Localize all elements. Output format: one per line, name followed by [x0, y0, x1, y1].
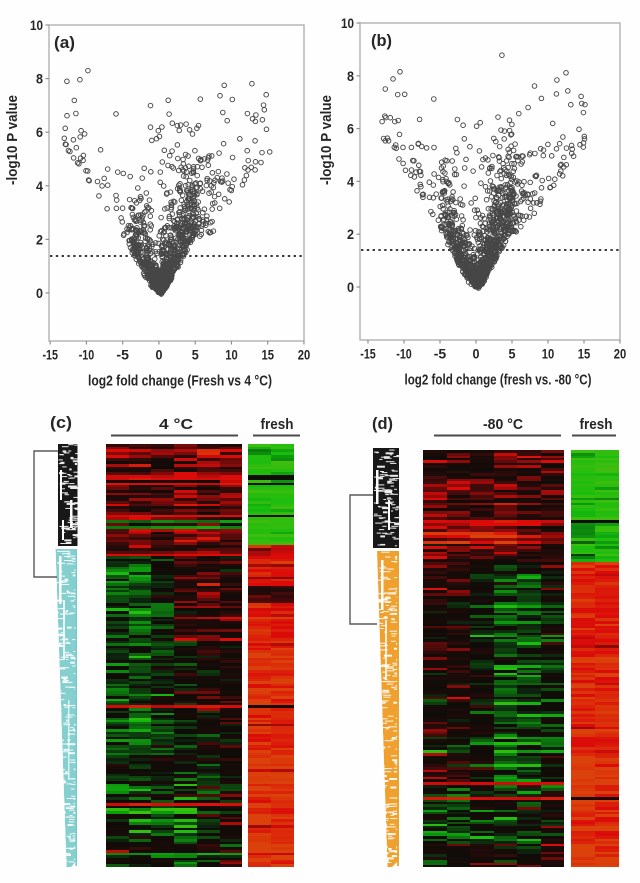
svg-text:-10: -10 — [396, 346, 412, 362]
svg-text:4: 4 — [36, 178, 43, 194]
svg-text:20: 20 — [298, 347, 311, 363]
svg-text:0: 0 — [155, 347, 162, 363]
svg-text:-log10 P value: -log10 P value — [5, 95, 21, 185]
svg-text:-5: -5 — [116, 347, 129, 363]
svg-text:15: 15 — [261, 347, 274, 363]
svg-text:-5: -5 — [434, 346, 447, 362]
svg-text:(b): (b) — [371, 31, 392, 50]
svg-text:2: 2 — [36, 231, 43, 247]
svg-text:-log10 P value: -log10 P value — [319, 95, 335, 185]
svg-text:log2 fold change (Fresh vs 4 °: log2 fold change (Fresh vs 4 °C) — [88, 374, 272, 390]
svg-text:6: 6 — [347, 121, 354, 137]
svg-text:0: 0 — [473, 346, 480, 362]
svg-text:4: 4 — [347, 173, 354, 189]
svg-text:-15: -15 — [42, 347, 58, 363]
svg-text:10: 10 — [341, 15, 354, 31]
svg-text:log2 fold change (fresh vs. -8: log2 fold change (fresh vs. -80 °C) — [405, 373, 592, 389]
svg-text:10: 10 — [30, 17, 43, 33]
svg-text:8: 8 — [36, 71, 43, 87]
svg-text:0: 0 — [36, 285, 43, 301]
svg-text:20: 20 — [614, 346, 627, 362]
svg-text:0: 0 — [347, 279, 354, 295]
svg-text:-10: -10 — [79, 347, 95, 363]
svg-text:6: 6 — [36, 124, 43, 140]
svg-text:8: 8 — [347, 68, 354, 84]
svg-text:5: 5 — [192, 347, 199, 363]
svg-text:10: 10 — [225, 347, 238, 363]
svg-text:10: 10 — [542, 346, 555, 362]
svg-text:(a): (a) — [54, 33, 75, 52]
svg-text:2: 2 — [347, 226, 354, 242]
svg-text:15: 15 — [578, 346, 591, 362]
svg-text:-15: -15 — [360, 346, 376, 362]
svg-text:5: 5 — [509, 346, 516, 362]
